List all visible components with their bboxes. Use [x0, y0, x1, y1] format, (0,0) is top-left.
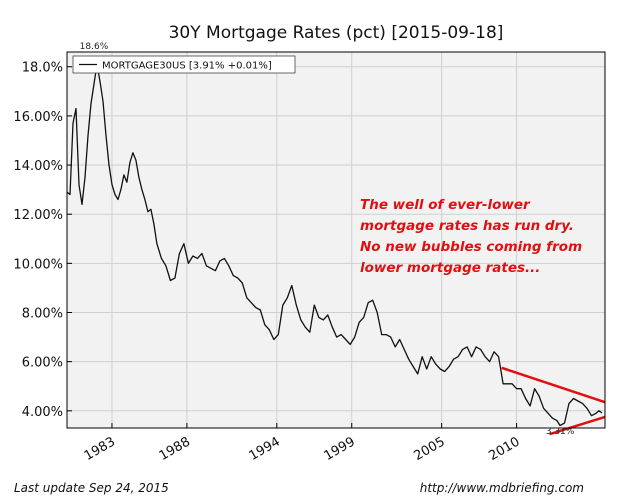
x-tick-label: 1999: [322, 434, 358, 464]
annotation-label: 18.6%: [80, 42, 109, 52]
x-tick-label: 1983: [82, 434, 118, 464]
y-tick-label: 6.00%: [22, 356, 63, 371]
callout-line: No new bubbles coming from: [360, 239, 582, 255]
callout-text: The well of ever-lower mortgage rates has…: [360, 197, 582, 276]
last-update-text: Last update Sep 24, 2015: [14, 481, 169, 495]
y-tick-label: 8.00%: [22, 306, 63, 321]
annotation-label: 3.31%: [546, 427, 575, 437]
chart-figure: 4.00% 6.00% 8.00% 10.00% 12.00% 14.00% 16.00% 1…: [13, 23, 606, 464]
x-tick-label: 2010: [486, 434, 522, 464]
y-tick-label: 10.00%: [13, 257, 63, 272]
x-tick-label: 1988: [157, 434, 193, 464]
y-tick-label: 16.00%: [13, 110, 63, 125]
plot-frame: [66, 51, 606, 429]
y-tick-label: 4.00%: [22, 405, 63, 420]
callout-line: mortgage rates has run dry.: [360, 218, 574, 234]
trend-line: [501, 366, 606, 404]
x-tick-label: 1994: [247, 434, 283, 464]
x-tick-label: 2005: [411, 434, 447, 464]
series-line-mortgage30us: [66, 63, 603, 427]
callout-line: lower mortgage rates...: [360, 260, 540, 276]
y-tick-label: 12.00%: [13, 208, 63, 223]
chart-title: 30Y Mortgage Rates (pct) [2015-09-18]: [169, 23, 504, 43]
series-group: [66, 63, 603, 427]
trend-lines: [501, 366, 606, 436]
source-link[interactable]: http://www.mdbriefing.com: [419, 481, 584, 495]
callout-line: The well of ever-lower: [360, 197, 531, 213]
legend: MORTGAGE30US [3.91% +0.01%]: [72, 55, 296, 74]
trend-line: [549, 415, 606, 436]
legend-box: [72, 55, 296, 74]
legend-label: MORTGAGE30US [3.91% +0.01%]: [102, 61, 272, 72]
y-tick-label: 14.00%: [13, 159, 63, 174]
annotations: 18.6% 3.31%: [80, 42, 575, 437]
y-tick-label: 18.0%: [22, 61, 63, 76]
